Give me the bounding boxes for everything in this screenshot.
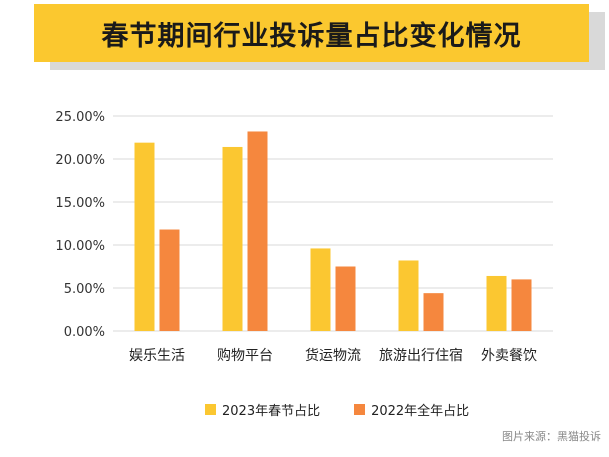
source-note: 图片来源：黑猫投诉 (502, 430, 601, 443)
title-banner: 春节期间行业投诉量占比变化情况 (34, 4, 589, 62)
x-category-label: 外卖餐饮 (481, 348, 537, 364)
y-tick-label: 15.00% (55, 196, 105, 211)
y-tick-label: 5.00% (64, 282, 105, 297)
x-category-label: 购物平台 (217, 348, 273, 364)
legend-item-2022: 2022年全年占比 (354, 400, 469, 419)
legend-label-2023: 2023年春节占比 (222, 404, 321, 419)
bar-2023 (310, 248, 331, 331)
y-tick-label: 25.00% (55, 110, 105, 125)
bar-2023 (134, 142, 155, 331)
bar-2022 (423, 293, 444, 331)
bar-2022 (511, 279, 532, 331)
bar-2022 (159, 229, 180, 331)
bar-2023 (398, 260, 419, 331)
chart-title: 春节期间行业投诉量占比变化情况 (101, 20, 522, 52)
legend-swatch-2023 (205, 404, 216, 415)
x-category-label: 娱乐生活 (129, 348, 185, 364)
legend-item-2023: 2023年春节占比 (205, 400, 320, 419)
y-tick-label: 0.00% (64, 325, 105, 340)
x-category-label: 旅游出行住宿 (379, 347, 463, 364)
y-tick-label: 10.00% (55, 239, 105, 254)
legend-swatch-2022 (354, 404, 366, 415)
bar-chart: 0.00% 5.00% 10.00% 15.00% 20.00% 25.00% 娱乐生活 购物… (55, 110, 553, 364)
bar-2022 (247, 131, 268, 331)
x-category-label: 货运物流 (305, 347, 361, 364)
bar-2023 (222, 146, 243, 331)
legend: 2023年春节占比 2022年全年占比 (205, 400, 469, 419)
bar-2022 (335, 266, 356, 331)
bar-2023 (486, 275, 507, 331)
legend-label-2022: 2022年全年占比 (371, 404, 470, 419)
y-tick-label: 20.00% (55, 153, 105, 168)
